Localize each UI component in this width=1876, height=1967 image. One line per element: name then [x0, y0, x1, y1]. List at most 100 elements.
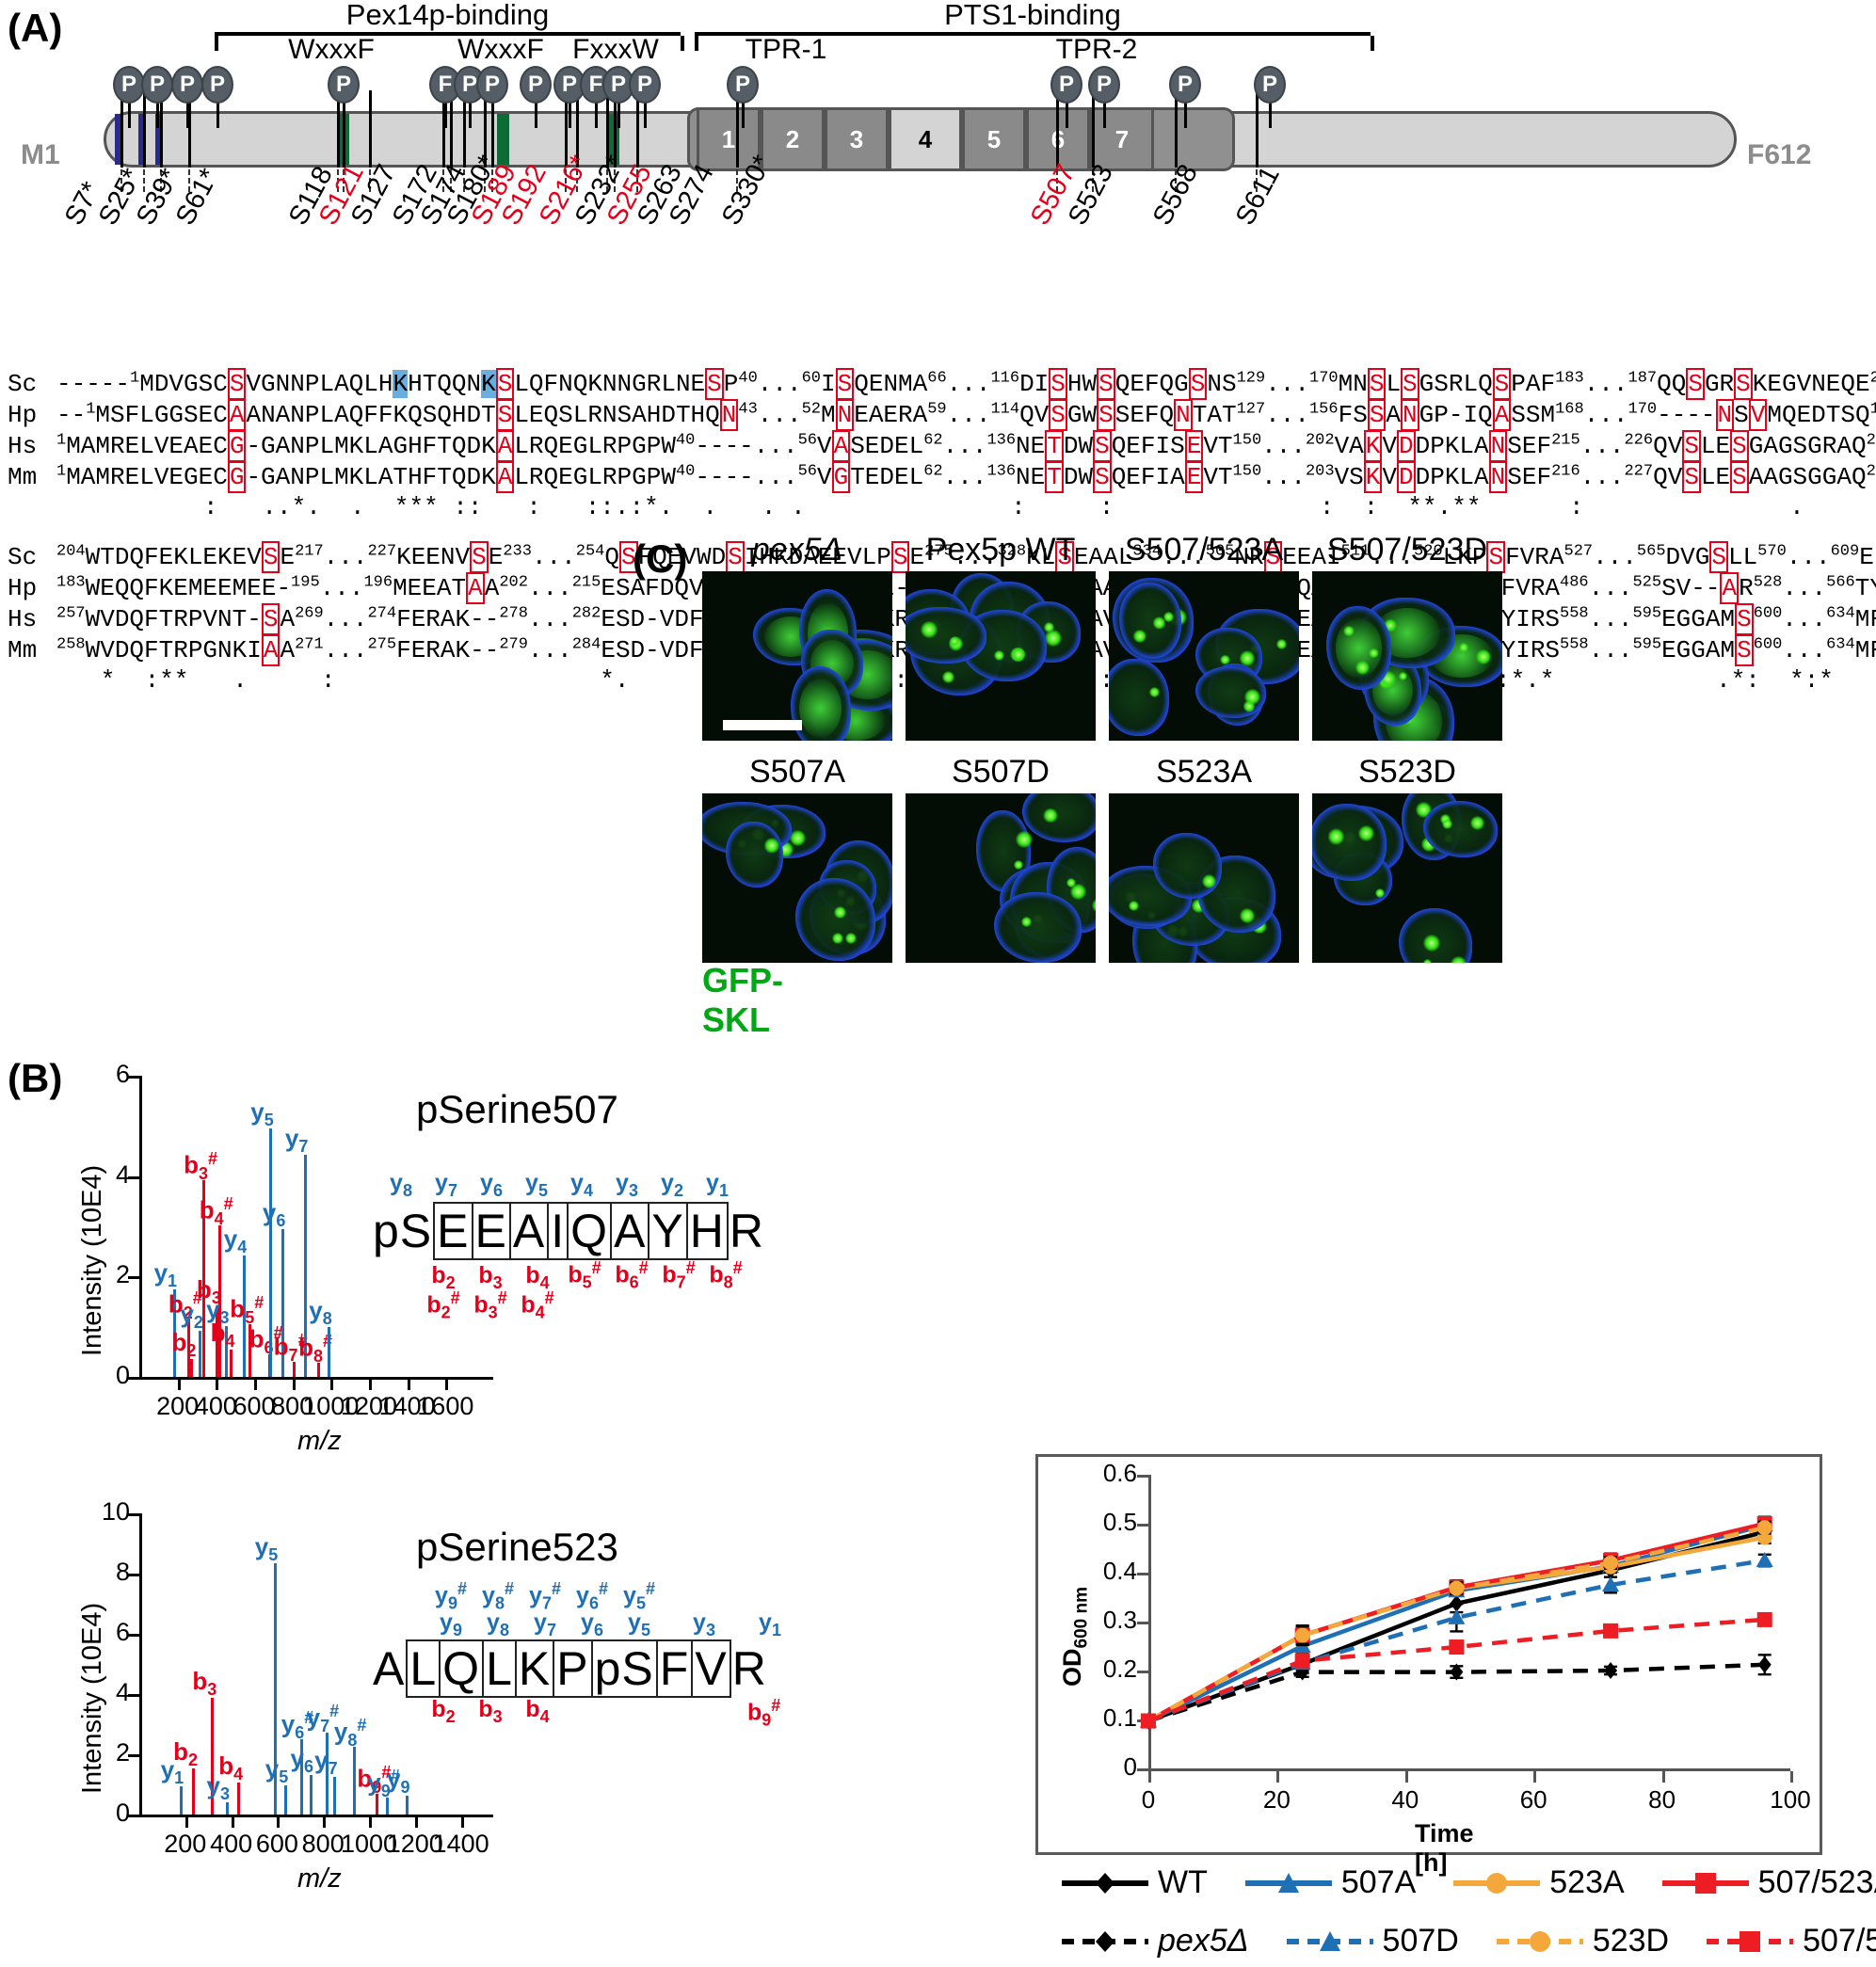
site-leader [188, 169, 190, 192]
peptide-residue: pS [590, 1639, 658, 1699]
peptide-sequence: pS E E A I Q A Y H R [371, 1202, 766, 1261]
site-leader [442, 169, 444, 192]
phospho-stem [636, 90, 639, 168]
alignment-sequence: 1MAMRELVEGECG-GANPLMKLATHFTQDKALRQEGLRPG… [56, 460, 1876, 493]
x-tick-label: 200 [164, 1830, 207, 1858]
peak-label: y8# [333, 1716, 367, 1750]
y-axis [139, 1076, 142, 1377]
nterm-bar-2 [138, 114, 145, 165]
legend-swatch [1062, 1930, 1148, 1952]
micrograph-label: Pex5p WT [925, 532, 1076, 568]
spectrum-peak [309, 1775, 313, 1815]
legend-item[interactable]: WT [1062, 1864, 1208, 1901]
site-leader [1256, 169, 1258, 192]
peak-label: b4 [210, 1318, 235, 1351]
spectrum-peak [242, 1255, 246, 1377]
spectrum-peak [299, 1739, 303, 1815]
peptide-residue: Q [567, 1202, 613, 1261]
b-ion-labels: b2 b3 b4 [431, 1696, 550, 1727]
alignment-sequence: -----1MDVGSCSVGNNPLAQLHKHTQQNKSLQFNQKNNG… [56, 367, 1876, 400]
gfp-punctum [1357, 824, 1375, 842]
gfp-punctum [1043, 621, 1054, 632]
motif-label-3: FxxxW [572, 34, 659, 65]
gfp-punctum [994, 650, 1005, 661]
micrograph-tile [1109, 793, 1299, 963]
alignment-row: Hs 1MAMRELVEAECG-GANPLMKLAGHFTQDKALRQEGLR… [8, 429, 1876, 462]
legend-item[interactable]: 507/523D [1707, 1923, 1876, 1959]
micrograph-tile [1312, 571, 1502, 741]
legend-item[interactable]: 523D [1496, 1923, 1670, 1959]
legend-label: 523A [1549, 1864, 1625, 1900]
gfp-punctum [1275, 638, 1287, 649]
chart-series-svg [1140, 1515, 1773, 1730]
x-tick-label: 400 [194, 1392, 237, 1420]
y-tick [128, 1175, 139, 1179]
chart-y-tick [1137, 1622, 1148, 1624]
y-tick-label: 4 [115, 1678, 130, 1706]
gfp-punctum [1163, 611, 1174, 622]
spectrum-peak [292, 1362, 296, 1377]
brace-pts1 [695, 32, 1374, 51]
peptide-residue: V [691, 1639, 731, 1699]
motif-label-2: WxxxF [457, 34, 544, 65]
chart-y-tick-label: 0.5 [1102, 1508, 1137, 1536]
gfp-punctum [1451, 956, 1467, 963]
chart-y-tick [1137, 1475, 1148, 1478]
peak-label: b3# [184, 1148, 218, 1183]
p-badge: P [1169, 66, 1201, 104]
tpr-block-2: 2 [761, 107, 825, 171]
x-tick [277, 1817, 281, 1828]
x-tick [330, 1380, 334, 1390]
gfp-punctum [1244, 688, 1261, 705]
phospho-stem [186, 90, 189, 128]
peptide-residue: H [685, 1202, 729, 1261]
legend-item[interactable]: 507A [1244, 1864, 1416, 1901]
micrograph-label: S523A [1155, 754, 1253, 790]
yeast-cell [1022, 793, 1096, 843]
motif-label-1: WxxxF [288, 34, 375, 65]
spectrum-peak [186, 1319, 190, 1377]
x-tick-label: 600 [255, 1830, 298, 1858]
p-badge: P [171, 66, 203, 104]
chart-y-tick-label: 0.6 [1102, 1459, 1137, 1487]
site-leader [576, 169, 578, 192]
legend-item[interactable]: 507D [1286, 1923, 1459, 1959]
y-tick [128, 1754, 139, 1757]
x-tick [184, 1817, 188, 1828]
chart-y-tick [1137, 1573, 1148, 1575]
gfp-punctum [1133, 630, 1146, 643]
n-terminus-label: M1 [21, 139, 60, 170]
p-badge: P [520, 66, 552, 104]
phospho-stem [188, 90, 191, 168]
tpr-block-7: 7 [1090, 107, 1154, 171]
peptide-residue: R [729, 1205, 764, 1258]
spectrum-peak [190, 1359, 194, 1377]
chart-y-tick-label: 0.1 [1102, 1703, 1137, 1732]
micrograph-label: S507/523D [1326, 532, 1488, 568]
phospho-stem [742, 90, 745, 128]
legend-label: 523D [1592, 1923, 1670, 1959]
phospho-stem [576, 90, 579, 168]
y-ion-labels: y9 y8 y7 y6 y5 y3 y1 [440, 1609, 781, 1640]
tpr-block-3: 3 [825, 107, 889, 171]
y-tick [128, 1513, 139, 1516]
peak-label: b2 [173, 1737, 199, 1770]
micrograph-tile [1109, 571, 1299, 741]
y-tick-label: 0 [115, 1361, 130, 1389]
legend-item[interactable]: 507/523A [1661, 1864, 1876, 1901]
x-axis-title: m/z [297, 1426, 342, 1456]
legend-item[interactable]: pex5Δ [1062, 1923, 1249, 1959]
y-tick [128, 1076, 139, 1079]
spectrum-peak [386, 1798, 390, 1815]
scale-bar [723, 720, 802, 730]
legend-swatch [1244, 1872, 1332, 1893]
spectrum-peak [237, 1783, 241, 1815]
legend-label: WT [1158, 1864, 1208, 1900]
gfp-punctum [1423, 935, 1440, 952]
panel-c-letter: (C) [633, 536, 688, 581]
species-name: Hp [8, 400, 38, 429]
chart-x-axis [1148, 1768, 1790, 1771]
gfp-punctum [950, 636, 960, 647]
legend-item[interactable]: 523A [1453, 1864, 1625, 1901]
site-leader [614, 169, 616, 192]
